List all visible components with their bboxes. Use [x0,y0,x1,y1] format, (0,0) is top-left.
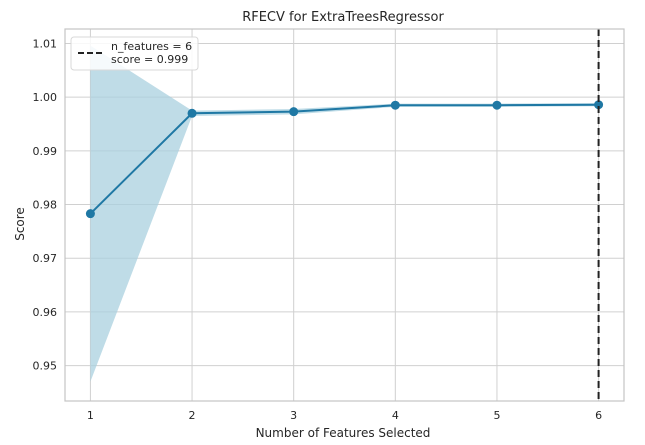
y-tick-label-3: 0.97 [33,252,58,265]
data-point-4 [390,100,400,110]
score-line [89,103,599,215]
score-confidence-band [90,45,599,382]
data-point-3 [289,107,299,117]
y-tick-label-2: 0.96 [33,306,58,319]
plot-frame [64,28,625,402]
x-tick-label-6: 6 [595,409,602,422]
data-point-5 [492,100,502,110]
y-axis-label: Score [13,207,27,241]
x-tick-label-1: 1 [87,409,94,422]
legend-box [70,36,199,71]
legend-score: score = 0.999 [111,53,188,66]
y-tick-label-4: 0.98 [33,199,58,212]
x-tick-label-3: 3 [290,409,297,422]
chart-title: RFECV for ExtraTreesRegressor [242,10,444,25]
data-point-6 [594,100,604,110]
x-tick-label-5: 5 [493,409,500,422]
legend: n_features = 6 score = 0.999 [70,36,199,71]
y-tick-labels: 0.95 0.96 0.97 0.98 0.99 1.00 1.01 [33,37,58,372]
plot-area [64,28,625,402]
y-tick-label-5: 0.99 [33,145,58,158]
data-point-1 [85,209,95,219]
y-tick-label-1: 0.95 [33,360,58,373]
x-tick-label-4: 4 [392,409,399,422]
y-tick-label-6: 1.00 [33,91,58,104]
score-points [85,100,604,219]
x-tick-label-2: 2 [189,409,196,422]
grid-lines [65,29,624,401]
y-tick-label-7: 1.01 [33,37,58,50]
data-point-2 [187,108,197,118]
x-axis-label: Number of Features Selected [256,426,431,440]
x-tick-labels: 1 2 3 4 5 6 [87,409,602,422]
legend-n-features: n_features = 6 [111,40,192,53]
